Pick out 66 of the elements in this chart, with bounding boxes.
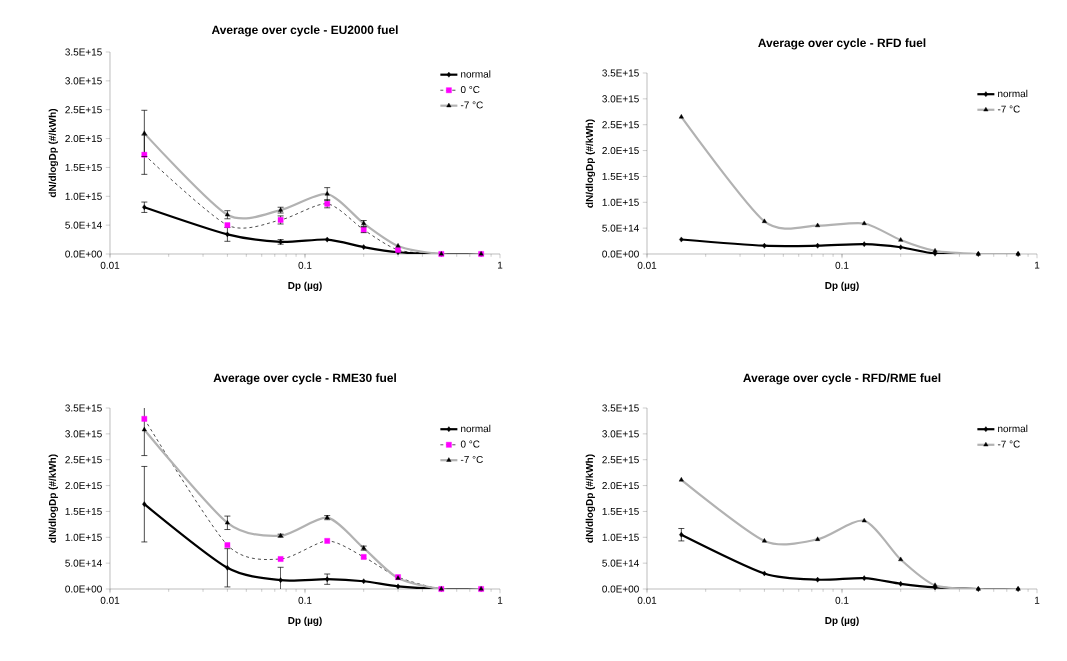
y-tick-label: 2.0E+15 [602, 482, 639, 490]
y-tick-label: 3.0E+15 [65, 430, 102, 438]
x-axis-title: Dp (µg) [825, 281, 859, 291]
legend-label: -7 °C [460, 455, 483, 464]
y-tick-label: 3.5E+15 [602, 69, 639, 77]
x-axis-title: Dp (µg) [825, 616, 859, 626]
y-tick-label: 0.0E+00 [65, 585, 102, 593]
x-tick-label: 1 [498, 261, 503, 269]
x-tick-label: 0.1 [835, 596, 849, 604]
x-tick-label: 0.01 [637, 261, 657, 269]
y-tick-label: 2.5E+15 [65, 456, 102, 464]
x-tick-label: 1 [498, 596, 503, 604]
y-tick-label: 2.5E+15 [602, 456, 639, 464]
y-axis-title: dN/dlogDp (#/kWh) [48, 454, 58, 543]
y-tick-label: 1.5E+15 [602, 172, 639, 180]
legend-label: -7 °C [460, 101, 483, 109]
y-tick-label: 0.0E+00 [602, 585, 639, 593]
legend-label: 0 °C [460, 440, 480, 448]
x-tick-label: 0.1 [298, 596, 312, 604]
y-tick-label: 1.0E+15 [65, 533, 102, 541]
chart-title: Average over cycle - RFD/RME fuel [743, 373, 941, 385]
x-tick-label: 0.01 [100, 596, 120, 604]
chart-title: Average over cycle - EU2000 fuel [211, 25, 398, 37]
y-tick-label: 1.0E+15 [602, 198, 639, 206]
y-tick-label: 3.5E+15 [65, 48, 102, 56]
y-tick-label: 2.5E+15 [65, 106, 102, 114]
y-tick-label: 3.5E+15 [65, 404, 102, 412]
y-tick-label: 3.0E+15 [602, 95, 639, 103]
x-axis-title: Dp (µg) [288, 281, 322, 291]
chart-title: Average over cycle - RFD fuel [758, 38, 926, 50]
y-tick-label: 3.5E+15 [602, 404, 639, 412]
legend-label: 0 °C [460, 86, 480, 94]
x-tick-label: 0.01 [637, 596, 657, 604]
y-tick-label: 2.0E+15 [602, 147, 639, 155]
x-tick-label: 0.01 [100, 261, 120, 269]
y-tick-label: 5.0E+14 [65, 559, 102, 567]
legend-label: normal [998, 424, 1028, 433]
y-tick-label: 2.0E+15 [65, 135, 102, 143]
y-tick-label: 5.0E+14 [65, 221, 102, 229]
y-tick-label: 5.0E+14 [602, 224, 639, 232]
legend-label: -7 °C [997, 105, 1020, 113]
x-axis-title: Dp (µg) [288, 616, 322, 626]
legend-label: -7 °C [997, 440, 1020, 448]
y-tick-label: 1.0E+15 [602, 533, 639, 541]
y-tick-label: 5.0E+14 [602, 559, 639, 567]
chart-title: Average over cycle - RME30 fuel [213, 373, 396, 385]
y-tick-label: 1.5E+15 [602, 507, 639, 515]
y-tick-label: 2.5E+15 [602, 121, 639, 129]
x-tick-label: 1 [1035, 261, 1040, 269]
x-tick-label: 0.1 [835, 261, 849, 269]
x-tick-label: 0.1 [298, 261, 312, 269]
y-axis-title: dN/dlogDp (#/kWh) [585, 454, 595, 543]
y-tick-label: 3.0E+15 [602, 430, 639, 438]
y-tick-label: 2.0E+15 [65, 482, 102, 490]
y-axis-title: dN/dlogDp (#/kWh) [48, 108, 58, 198]
y-tick-label: 1.0E+15 [65, 192, 102, 200]
legend-label: normal [998, 89, 1028, 98]
x-tick-label: 1 [1035, 596, 1040, 604]
y-tick-label: 1.5E+15 [65, 507, 102, 515]
y-tick-label: 1.5E+15 [65, 163, 102, 171]
legend-label: normal [461, 70, 491, 78]
y-axis-title: dN/dlogDp (#/kWh) [585, 119, 595, 208]
legend-label: normal [461, 424, 491, 433]
y-tick-label: 3.0E+15 [65, 77, 102, 85]
y-tick-label: 0.0E+00 [602, 250, 639, 258]
y-tick-label: 0.0E+00 [65, 250, 102, 258]
